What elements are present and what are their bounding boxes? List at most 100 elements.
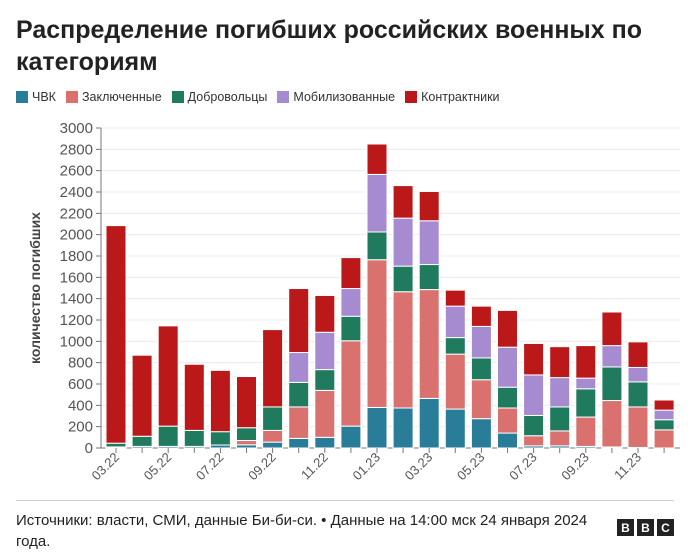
legend-item: ЧВК <box>16 90 56 104</box>
legend-label: Заключенные <box>81 90 162 104</box>
bar-segment <box>418 289 440 399</box>
bar-segment <box>314 369 336 391</box>
bar-segment <box>497 386 518 409</box>
bar-segment <box>288 288 310 354</box>
bar-segment <box>497 432 518 449</box>
x-tick-label: 07.22 <box>193 450 227 484</box>
bar-segment <box>470 418 492 449</box>
bar-segment <box>444 353 466 410</box>
legend-swatch <box>277 91 290 103</box>
y-tick-label: 200 <box>68 419 93 436</box>
bar-segment <box>627 406 649 448</box>
y-tick-label: 1800 <box>60 248 93 265</box>
y-tick-label: 2000 <box>60 227 93 244</box>
bar-segment <box>418 190 440 222</box>
legend-label: Контрактники <box>421 90 500 104</box>
bar-segment <box>444 408 466 449</box>
bar-segment <box>392 185 414 219</box>
bar-segment <box>418 397 440 449</box>
bar-segment <box>340 288 362 317</box>
bbc-logo-letter: B <box>637 519 654 536</box>
bar-segment <box>392 265 414 293</box>
bar-segment <box>314 331 336 371</box>
bar-segment <box>653 399 675 411</box>
bar-segment <box>523 374 545 416</box>
bar-segment <box>262 329 284 408</box>
legend-swatch <box>65 91 78 103</box>
bar-segment <box>340 257 362 290</box>
x-tick-label: 11.23 <box>611 450 644 483</box>
divider <box>16 500 674 501</box>
bar-segment <box>549 430 571 447</box>
y-tick-label: 2800 <box>60 141 93 158</box>
x-tick-label: 11.22 <box>298 450 331 483</box>
x-tick-label: 05.22 <box>141 450 175 484</box>
bar-segment <box>236 376 257 429</box>
bar-segment <box>209 369 231 433</box>
x-tick-label: 03.22 <box>89 450 123 484</box>
y-axis-label: количество погибших <box>27 212 43 364</box>
bar-segment <box>470 379 492 420</box>
bar-segment <box>601 366 623 402</box>
chart-title: Распределение погибших российских военны… <box>16 16 643 76</box>
legend-swatch <box>405 91 418 103</box>
bar-segment <box>653 419 675 431</box>
x-tick-label: 07.23 <box>506 450 540 484</box>
bar-segment <box>209 431 231 446</box>
legend-label: Мобилизованные <box>293 90 396 104</box>
bar-segment <box>314 294 336 333</box>
bar-segment <box>549 377 571 408</box>
stacked-bar-chart: 0 200 400 600 800 1000 1200 1400 1600 1800 2000 220… <box>27 120 680 484</box>
bar-segment <box>288 352 310 383</box>
bar-segment <box>131 354 153 437</box>
bar-segment <box>131 435 153 447</box>
bar-segment <box>627 381 649 408</box>
bar-segment <box>523 342 545 376</box>
y-tick-label: 1000 <box>60 333 93 350</box>
bar-segment <box>549 346 571 379</box>
bar-segment <box>549 406 571 432</box>
bar-segment <box>444 289 466 307</box>
y-tick-label: 800 <box>68 355 93 372</box>
y-tick-label: 2400 <box>60 184 93 201</box>
bar-segment <box>444 337 466 355</box>
y-tick-label: 0 <box>85 440 93 457</box>
y-tick-label: 1400 <box>60 291 93 308</box>
bar-segment <box>366 173 388 233</box>
bar-segment <box>236 440 257 446</box>
legend-item: Контрактники <box>405 90 500 104</box>
legend-label: Добровольцы <box>187 90 268 104</box>
bar-segment <box>105 442 127 448</box>
y-tick-label: 400 <box>68 397 93 414</box>
bar-segment <box>523 414 545 437</box>
y-tick-label: 2200 <box>60 205 93 222</box>
bar-segment <box>366 231 388 261</box>
bar-segment <box>601 345 623 368</box>
bar-segment <box>418 264 440 291</box>
bar-segment <box>288 437 310 449</box>
bar-segment <box>262 429 284 443</box>
y-tick-label: 1600 <box>60 269 93 286</box>
x-tick-label: 01.23 <box>350 450 384 484</box>
bar-segment <box>444 305 466 339</box>
bar-segment <box>314 389 336 438</box>
bar-segment <box>183 363 205 431</box>
bar-segment <box>392 291 414 409</box>
bar-segment <box>497 346 518 388</box>
bar-segment <box>288 406 310 439</box>
legend-item: Добровольцы <box>171 90 268 104</box>
bar-segment <box>418 220 440 266</box>
x-tick-label: 05.23 <box>454 450 488 484</box>
legend-item: Заключенные <box>65 90 162 104</box>
bar-segment <box>340 315 362 342</box>
bar-segment <box>262 406 284 431</box>
legend-label: ЧВК <box>32 90 56 104</box>
bar-segment <box>236 427 257 442</box>
bar-segment <box>392 407 414 449</box>
bbc-logo-letter: C <box>657 519 674 536</box>
bar-segment <box>627 341 649 368</box>
legend-swatch <box>171 91 184 103</box>
bar-segment <box>575 416 597 447</box>
bar-segment <box>575 345 597 379</box>
bar-segment <box>470 325 492 359</box>
